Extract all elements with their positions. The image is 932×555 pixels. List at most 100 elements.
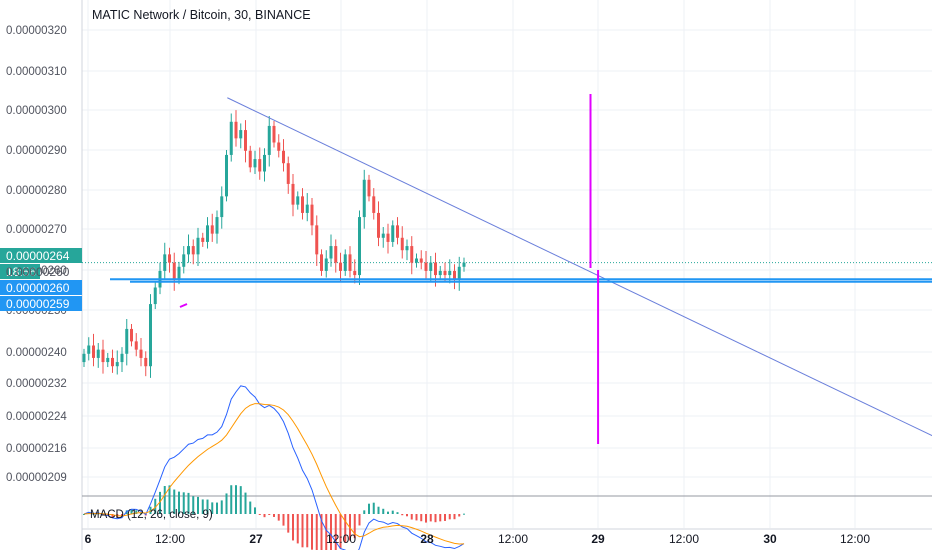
candle	[125, 328, 129, 354]
macd-histogram-bar	[168, 485, 171, 514]
candle	[320, 254, 323, 271]
macd-histogram-bar	[429, 514, 432, 522]
y-tick-label: 0.00000290	[6, 145, 67, 157]
marker-tick[interactable]	[179, 303, 188, 308]
candle	[462, 262, 466, 267]
macd-histogram-bar	[277, 514, 280, 521]
macd-histogram-bar	[325, 514, 328, 555]
macd-histogram-bar	[239, 486, 242, 514]
candle	[377, 212, 380, 238]
y-tick-label: 0.00000300	[6, 105, 67, 117]
macd-histogram-bar	[377, 506, 380, 514]
macd-histogram-bar	[410, 514, 413, 520]
candle	[149, 304, 152, 367]
x-tick-label: 12:00	[840, 532, 870, 546]
trendline[interactable]	[227, 97, 932, 441]
macd-histogram-bar	[173, 489, 176, 514]
macd-histogram-bar	[230, 485, 233, 514]
candle	[215, 217, 219, 234]
macd-histogram-bar	[211, 502, 214, 514]
candle	[315, 225, 319, 255]
macd-histogram-bar	[282, 514, 285, 526]
x-tick-label: 29	[591, 532, 605, 546]
macd-histogram-bar	[249, 501, 252, 514]
candle	[144, 357, 148, 367]
candle	[362, 179, 366, 218]
candle	[296, 196, 300, 205]
candle	[424, 262, 428, 271]
macd-histogram-bar	[363, 510, 366, 514]
y-tick-label: 0.00000320	[6, 25, 67, 37]
x-tick-label: 12:00	[326, 532, 356, 546]
macd-histogram-bar	[396, 512, 399, 514]
macd-histogram-bar	[382, 508, 385, 514]
x-axis[interactable]: 6 12:00 27 12:00 28 12:00 29 12:00 30 12:00	[85, 532, 871, 546]
macd-histogram-bar	[135, 510, 138, 514]
macd-histogram-bar	[182, 492, 185, 514]
candle	[182, 254, 186, 267]
macd-histogram-bar	[439, 514, 442, 522]
macd-histogram-bar	[268, 514, 271, 515]
macd-histogram-bar	[292, 514, 294, 541]
macd-histogram-bar	[201, 499, 204, 514]
x-tick-label: 12:00	[669, 532, 699, 546]
countdown-price-text: 0.00000260	[6, 265, 70, 279]
candle	[134, 341, 138, 350]
candle	[187, 246, 190, 255]
candle	[168, 254, 171, 263]
chart-title: MATIC Network / Bitcoin, 30, BINANCE	[92, 8, 311, 22]
candle	[434, 262, 437, 276]
grid	[81, 0, 932, 550]
macd-histogram-bar	[315, 514, 318, 555]
macd-histogram-bar	[163, 486, 166, 514]
candle	[339, 262, 342, 271]
candle	[291, 183, 295, 205]
macd-histogram-bar	[448, 514, 451, 520]
candle	[239, 130, 243, 139]
macd-histogram-bar	[121, 514, 123, 516]
last-price-text: 0.00000264	[6, 249, 70, 263]
x-tick-label: 6	[85, 532, 92, 546]
macd-histogram-bar	[130, 509, 133, 514]
macd-histogram-bar	[401, 514, 404, 516]
macd-histogram-bar	[358, 514, 361, 526]
macd-histogram-bar	[311, 514, 313, 550]
macd-histogram-bar	[420, 514, 423, 522]
macd-histogram-bar	[458, 514, 461, 517]
candle	[438, 270, 442, 276]
candle	[396, 225, 399, 238]
candle	[272, 125, 276, 143]
candle	[115, 362, 119, 367]
macd-histogram-bar	[306, 514, 309, 548]
drawings[interactable]	[110, 94, 932, 444]
candle	[196, 237, 200, 255]
candle	[206, 225, 209, 242]
macd-histogram-bar	[353, 514, 356, 539]
macd-histogram-bar	[92, 513, 95, 515]
candle	[453, 270, 456, 280]
y-tick-label: 0.00000224	[6, 411, 67, 423]
candle	[153, 287, 157, 305]
macd-histogram-bar	[216, 502, 218, 514]
candle	[96, 349, 100, 358]
price-badges: 0.00000264 18:56 0.00000260 0.00000260 0…	[0, 248, 82, 311]
candle	[391, 225, 395, 242]
macd-histogram-bar	[339, 514, 342, 549]
candle	[381, 233, 385, 238]
macd-histogram-bar	[372, 502, 375, 514]
candle	[410, 246, 414, 263]
y-tick-label: 0.00000240	[6, 347, 67, 359]
macd-histogram-bar	[320, 514, 323, 555]
x-tick-label: 30	[763, 532, 777, 546]
macd-histogram-bar	[178, 491, 180, 514]
candle	[282, 150, 285, 164]
candle	[286, 163, 290, 184]
macd-histogram-bar	[444, 514, 446, 521]
x-tick-label: 28	[420, 532, 434, 546]
macd-histogram-bar	[287, 514, 290, 533]
candle	[358, 217, 361, 276]
y-tick-label: 0.00000310	[6, 66, 67, 78]
macd-line	[83, 385, 465, 555]
